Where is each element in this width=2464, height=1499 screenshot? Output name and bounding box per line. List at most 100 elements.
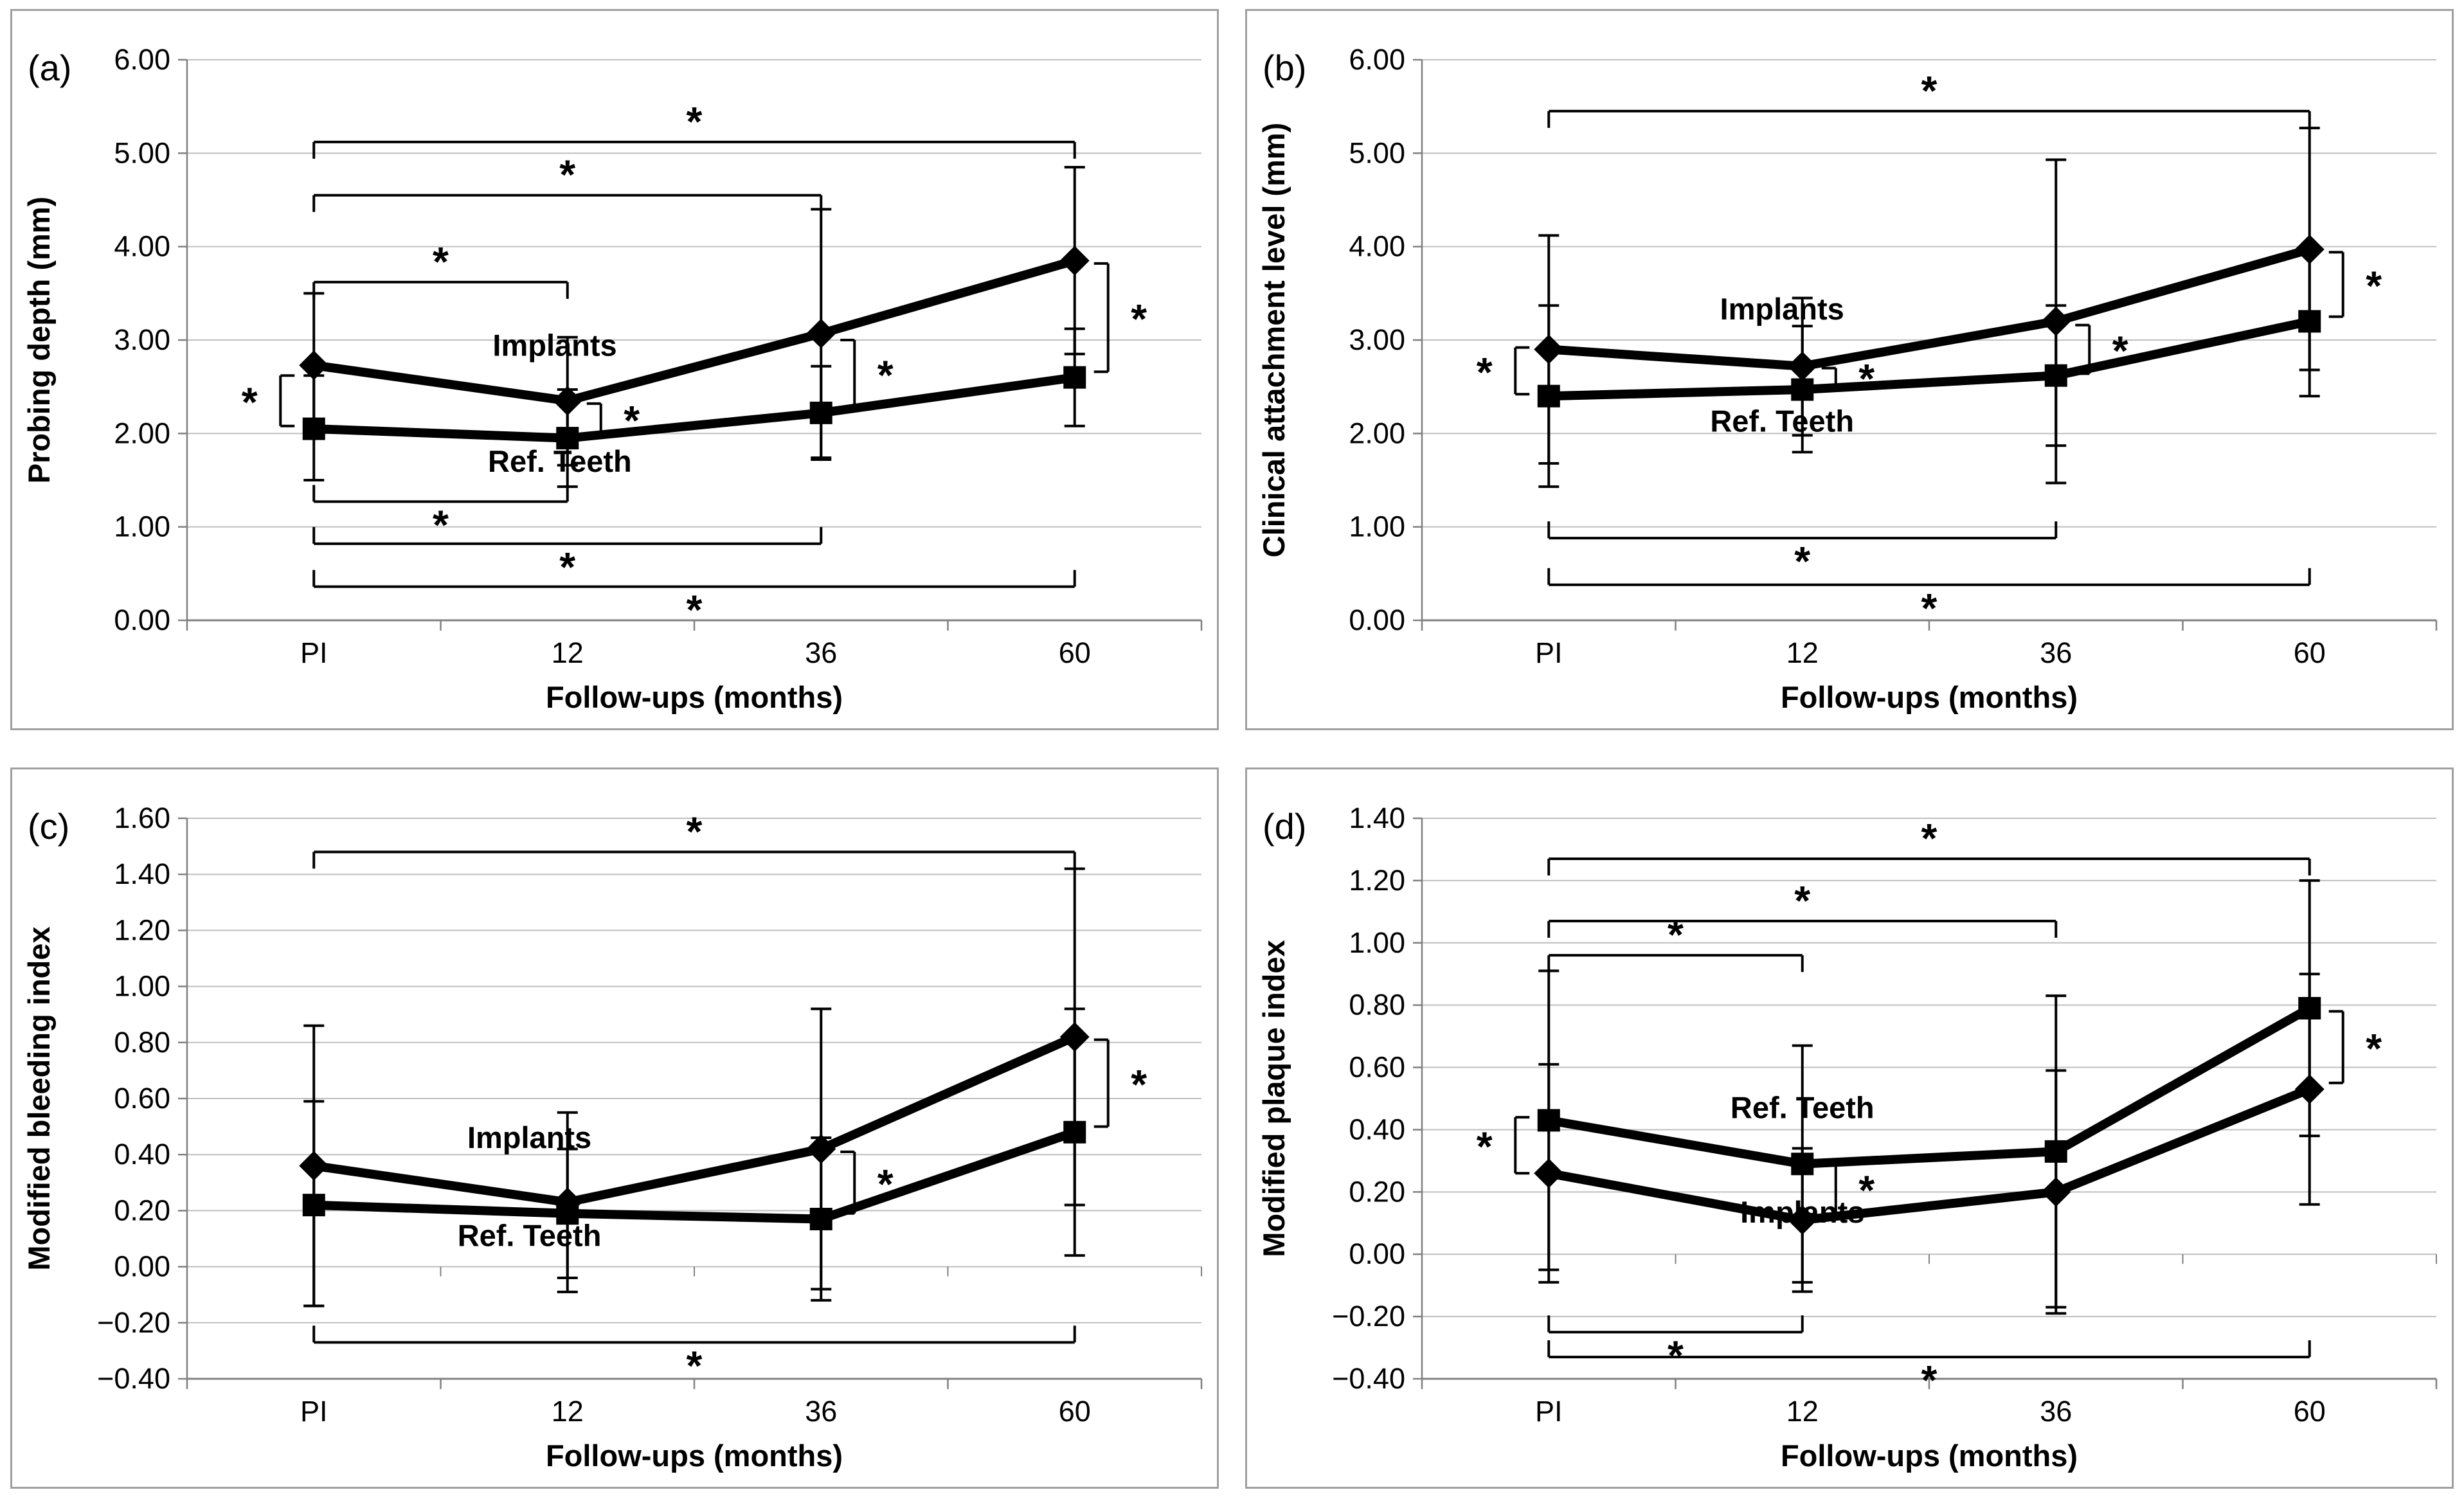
x-category-label: 60 — [2294, 1395, 2326, 1428]
y-tick-label: 0.80 — [1349, 989, 1405, 1021]
y-tick-label: 0.80 — [114, 1026, 170, 1059]
significance-star: * — [1131, 1061, 1147, 1108]
panel-letter: (d) — [1263, 806, 1306, 847]
significance-star: * — [433, 238, 449, 285]
y-tick-label: −0.40 — [97, 1362, 170, 1395]
significance-star: * — [559, 152, 575, 198]
chart-c: 1.60 1.40 1.20 1.00 0.80 0.60 0.40 0.20 0.00 −0.2… — [22, 802, 1203, 1473]
significance-star: * — [687, 1342, 703, 1388]
panel-c: 1.60 1.40 1.20 1.00 0.80 0.60 0.40 0.20 0.00 −0.2… — [10, 767, 1219, 1489]
series-label-implants: Implants — [492, 328, 616, 363]
marker-square-ref-teeth — [2298, 310, 2321, 333]
marker-square-ref-teeth — [556, 1202, 579, 1225]
series-label-implants: Implants — [467, 1120, 591, 1154]
marker-diamond-implants — [1534, 1158, 1564, 1189]
significance-star: * — [1858, 355, 1875, 402]
y-axis-title: Clinical attachment level (mm) — [1257, 123, 1291, 557]
y-tick-label: 4.00 — [114, 230, 170, 263]
significance-star: * — [1668, 911, 1684, 958]
y-tick-label: 2.00 — [1349, 417, 1405, 449]
y-tick-label: 1.20 — [1349, 864, 1405, 897]
marker-diamond-implants — [1787, 351, 1817, 381]
marker-diamond-implants — [299, 1151, 329, 1181]
marker-diamond-implants — [552, 386, 582, 416]
y-tick-label: 1.00 — [114, 970, 170, 1003]
y-tick-label: 4.00 — [1349, 230, 1405, 263]
marker-square-ref-teeth — [1791, 1153, 1814, 1176]
x-axis-title: Follow-ups (months) — [546, 680, 843, 714]
panel-letter: (b) — [1263, 48, 1306, 88]
significance-star: * — [2366, 1025, 2382, 1072]
x-category-label: 36 — [2040, 636, 2072, 669]
marker-diamond-implants — [299, 350, 329, 381]
marker-diamond-implants — [2041, 306, 2071, 336]
series-line-ref-teeth — [309, 373, 1079, 443]
series-label-ref-teeth: Ref. Teeth — [458, 1219, 602, 1253]
y-tick-label: 2.00 — [114, 417, 170, 449]
marker-diamond-implants — [1534, 334, 1564, 364]
y-tick-label: 1.00 — [114, 510, 170, 543]
significance-star: * — [1921, 67, 1938, 114]
x-category-label: 60 — [2294, 636, 2326, 669]
x-category-label: 36 — [805, 636, 837, 669]
marker-diamond-implants — [1059, 1022, 1090, 1052]
series-label-ref-teeth: Ref. Teeth — [1710, 404, 1854, 438]
marker-square-ref-teeth — [1537, 384, 1560, 408]
x-category-label: 36 — [2040, 1395, 2072, 1428]
y-tick-label: 1.00 — [1349, 926, 1405, 959]
series-line-ref-teeth — [309, 1127, 1079, 1224]
x-category-label: PI — [1535, 1395, 1563, 1428]
marker-square-ref-teeth — [302, 417, 325, 440]
series-line-implants — [1544, 245, 2314, 371]
x-category-label: 36 — [805, 1395, 837, 1428]
significance-star: * — [2366, 263, 2382, 309]
significance-star: * — [1921, 815, 1938, 861]
chart-b: 6.00 5.00 4.00 3.00 2.00 1.00 0.00 (b) PI 12 36 60 F… — [1257, 43, 2438, 714]
y-axis-title: Modified bleeding index — [22, 926, 56, 1270]
marker-diamond-implants — [1059, 246, 1090, 276]
x-category-label: 12 — [1786, 1395, 1819, 1428]
marker-square-ref-teeth — [302, 1194, 325, 1217]
y-axis-title: Modified plaque index — [1257, 940, 1291, 1257]
y-tick-label: 1.40 — [114, 857, 170, 890]
y-tick-label: −0.40 — [1332, 1362, 1405, 1395]
significance-star: * — [1794, 538, 1810, 584]
series-line-ref-teeth — [1544, 316, 2314, 401]
x-category-label: PI — [1535, 636, 1563, 669]
y-tick-label: 0.00 — [114, 604, 170, 636]
series-line-implants — [1544, 1084, 2314, 1225]
y-tick-label: 0.60 — [114, 1082, 170, 1115]
x-category-label: 60 — [1059, 1395, 1091, 1428]
y-tick-label: 6.00 — [114, 43, 170, 76]
y-tick-label: 0.00 — [1349, 1237, 1405, 1270]
y-tick-label: 1.40 — [1349, 802, 1405, 834]
significance-star: * — [1668, 1332, 1684, 1378]
y-tick-label: 0.00 — [114, 1250, 170, 1283]
series-line-implants — [309, 1032, 1079, 1207]
marker-square-ref-teeth — [1791, 378, 1814, 401]
marker-square-ref-teeth — [1063, 1120, 1086, 1144]
significance-star: * — [433, 501, 449, 548]
y-tick-label: −0.20 — [97, 1306, 170, 1339]
marker-square-ref-teeth — [556, 427, 579, 450]
y-tick-label: 0.60 — [1349, 1051, 1405, 1084]
significance-star: * — [1921, 1357, 1938, 1403]
marker-square-ref-teeth — [2044, 364, 2067, 387]
panel-letter: (c) — [28, 806, 69, 847]
series-label-ref-teeth: Ref. Teeth — [1731, 1091, 1875, 1125]
marker-square-ref-teeth — [809, 1207, 832, 1230]
marker-square-ref-teeth — [1063, 366, 1086, 389]
series-label-implants: Implants — [1740, 1195, 1864, 1229]
y-tick-label: 1.00 — [1349, 510, 1405, 543]
significance-star: * — [559, 544, 575, 590]
y-tick-label: 0.00 — [1349, 604, 1405, 636]
y-tick-label: 6.00 — [1349, 43, 1405, 76]
panel-b: 6.00 5.00 4.00 3.00 2.00 1.00 0.00 (b) PI 12 36 60 F… — [1245, 9, 2454, 730]
marker-diamond-implants — [2294, 1074, 2325, 1104]
x-axis-title: Follow-ups (months) — [1781, 680, 2078, 714]
significance-star: * — [1858, 1167, 1875, 1213]
marker-square-ref-teeth — [2298, 997, 2321, 1020]
marker-square-ref-teeth — [809, 401, 832, 424]
y-tick-label: 5.00 — [1349, 136, 1405, 169]
